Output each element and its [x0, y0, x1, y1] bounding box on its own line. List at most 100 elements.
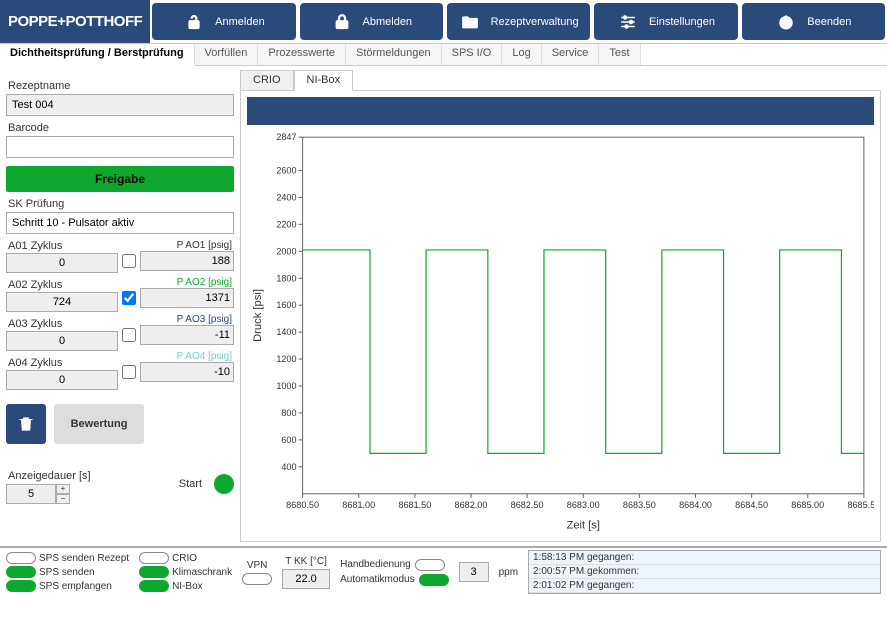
pao2-label: P AO2 [psig]: [140, 277, 234, 288]
pao3-checkbox[interactable]: [122, 328, 136, 342]
pao2-value[interactable]: [140, 288, 234, 308]
a03-label: A03 Zyklus: [8, 318, 118, 330]
svg-text:8684.50: 8684.50: [735, 500, 768, 510]
chart-tab-nibox[interactable]: NI-Box: [294, 70, 354, 91]
svg-text:8680.50: 8680.50: [286, 500, 319, 510]
einstellungen-button[interactable]: Einstellungen: [594, 3, 737, 40]
tab-dichtheit[interactable]: Dichtheitsprüfung / Berstprüfung: [0, 44, 195, 66]
vpn-indicator: [242, 573, 272, 585]
svg-text:8683.50: 8683.50: [623, 500, 656, 510]
svg-text:1400: 1400: [276, 328, 296, 338]
anzeigedauer-down[interactable]: −: [56, 494, 70, 504]
abmelden-button[interactable]: Abmelden: [300, 3, 443, 40]
hand-label: Handbedienung: [340, 559, 411, 570]
pao1-checkbox[interactable]: [122, 254, 136, 268]
power-icon: [775, 11, 797, 33]
svg-text:2200: 2200: [276, 220, 296, 230]
status-label: CRIO: [172, 553, 197, 564]
svg-text:8682.50: 8682.50: [511, 500, 544, 510]
svg-text:8685.00: 8685.00: [791, 500, 824, 510]
unlock-icon: [183, 11, 205, 33]
pao4-checkbox[interactable]: [122, 365, 136, 379]
ppm-value[interactable]: [459, 562, 489, 582]
chart-body: 4006008001000120014001600180020002200240…: [247, 127, 874, 535]
pao3-value[interactable]: [140, 325, 234, 345]
rezeptname-label: Rezeptname: [8, 80, 234, 92]
a02-label: A02 Zyklus: [8, 279, 118, 291]
status-indicator: [139, 552, 169, 564]
main-tabs: Dichtheitsprüfung / Berstprüfung Vorfüll…: [0, 44, 887, 66]
svg-text:8682.00: 8682.00: [455, 500, 488, 510]
svg-text:1800: 1800: [276, 274, 296, 284]
barcode-label: Barcode: [8, 122, 234, 134]
bewertung-button[interactable]: Bewertung: [54, 404, 144, 444]
a01-label: A01 Zyklus: [8, 240, 118, 252]
barcode-input[interactable]: [6, 136, 234, 158]
trash-icon: [16, 414, 36, 434]
einstellungen-label: Einstellungen: [649, 16, 715, 28]
skpruefung-label: SK Prüfung: [8, 198, 234, 210]
tab-service[interactable]: Service: [542, 44, 600, 65]
pao4-value[interactable]: [140, 362, 234, 382]
svg-text:2847: 2847: [276, 133, 296, 143]
status-col-2: CRIOKlimaschrankNI-Box: [139, 552, 232, 592]
anzeigedauer-input[interactable]: [6, 484, 56, 504]
tab-spsio[interactable]: SPS I/O: [442, 44, 503, 65]
start-indicator[interactable]: [214, 474, 234, 494]
chart-tab-crio[interactable]: CRIO: [240, 70, 294, 91]
pao1-value[interactable]: [140, 251, 234, 271]
tkk-label: T KK [°C]: [285, 556, 327, 567]
status-col-1: SPS senden RezeptSPS sendenSPS empfangen: [6, 552, 129, 592]
right-panel: CRIO NI-Box 4006008001000120014001600180…: [240, 66, 887, 546]
svg-text:400: 400: [281, 462, 296, 472]
zyklus-column: A01 Zyklus A02 Zyklus A03 Zyklus A04 Zyk…: [6, 240, 118, 396]
status-bar: SPS senden RezeptSPS sendenSPS empfangen…: [0, 546, 887, 596]
tab-stoermeldungen[interactable]: Störmeldungen: [346, 44, 442, 65]
header-toolbar: POPPE+POTTHOFF Anmelden Abmelden Rezeptv…: [0, 0, 887, 44]
pressure-chart: 4006008001000120014001600180020002200240…: [247, 127, 874, 535]
a01-value[interactable]: [6, 253, 118, 273]
anzeigedauer-up[interactable]: +: [56, 484, 70, 494]
svg-text:2000: 2000: [276, 247, 296, 257]
start-label: Start: [179, 478, 202, 490]
auto-label: Automatikmodus: [340, 574, 414, 585]
svg-text:Druck [psi]: Druck [psi]: [252, 290, 264, 343]
hand-indicator[interactable]: [415, 559, 445, 571]
svg-text:8681.50: 8681.50: [398, 500, 431, 510]
tkk-value[interactable]: [282, 569, 330, 589]
svg-text:8681.00: 8681.00: [342, 500, 375, 510]
svg-text:800: 800: [281, 408, 296, 418]
tab-prozesswerte[interactable]: Prozesswerte: [258, 44, 346, 65]
pao-column: P AO1 [psig] P AO2 [psig] P AO3 [psig] P…: [122, 240, 234, 396]
pao2-checkbox[interactable]: [122, 291, 136, 305]
status-label: SPS senden: [39, 567, 95, 578]
status-label: SPS empfangen: [39, 581, 112, 592]
svg-text:600: 600: [281, 435, 296, 445]
freigabe-button[interactable]: Freigabe: [6, 166, 234, 192]
a02-value[interactable]: [6, 292, 118, 312]
main-area: Rezeptname Barcode Freigabe SK Prüfung A…: [0, 66, 887, 546]
a04-value[interactable]: [6, 370, 118, 390]
skpruefung-input[interactable]: [6, 212, 234, 234]
event-log[interactable]: 1:58:13 PM gegangen:2:00:57 PM gekommen:…: [528, 550, 881, 594]
rezeptverwaltung-button[interactable]: Rezeptverwaltung: [447, 3, 590, 40]
delete-button[interactable]: [6, 404, 46, 444]
status-indicator: [139, 566, 169, 578]
chart-header-bar: [247, 97, 874, 125]
svg-text:8683.00: 8683.00: [567, 500, 600, 510]
vpn-label: VPN: [247, 560, 268, 571]
ppm-unit: ppm: [499, 567, 518, 578]
status-indicator: [6, 580, 36, 592]
tab-vorfuellen[interactable]: Vorfüllen: [195, 44, 259, 65]
anmelden-button[interactable]: Anmelden: [152, 3, 295, 40]
tab-log[interactable]: Log: [502, 44, 541, 65]
tab-test[interactable]: Test: [599, 44, 640, 65]
abmelden-label: Abmelden: [363, 16, 413, 28]
svg-text:2600: 2600: [276, 166, 296, 176]
rezeptname-input[interactable]: [6, 94, 234, 116]
beenden-label: Beenden: [807, 16, 851, 28]
beenden-button[interactable]: Beenden: [742, 3, 885, 40]
a03-value[interactable]: [6, 331, 118, 351]
svg-text:1200: 1200: [276, 355, 296, 365]
auto-indicator[interactable]: [419, 574, 449, 586]
